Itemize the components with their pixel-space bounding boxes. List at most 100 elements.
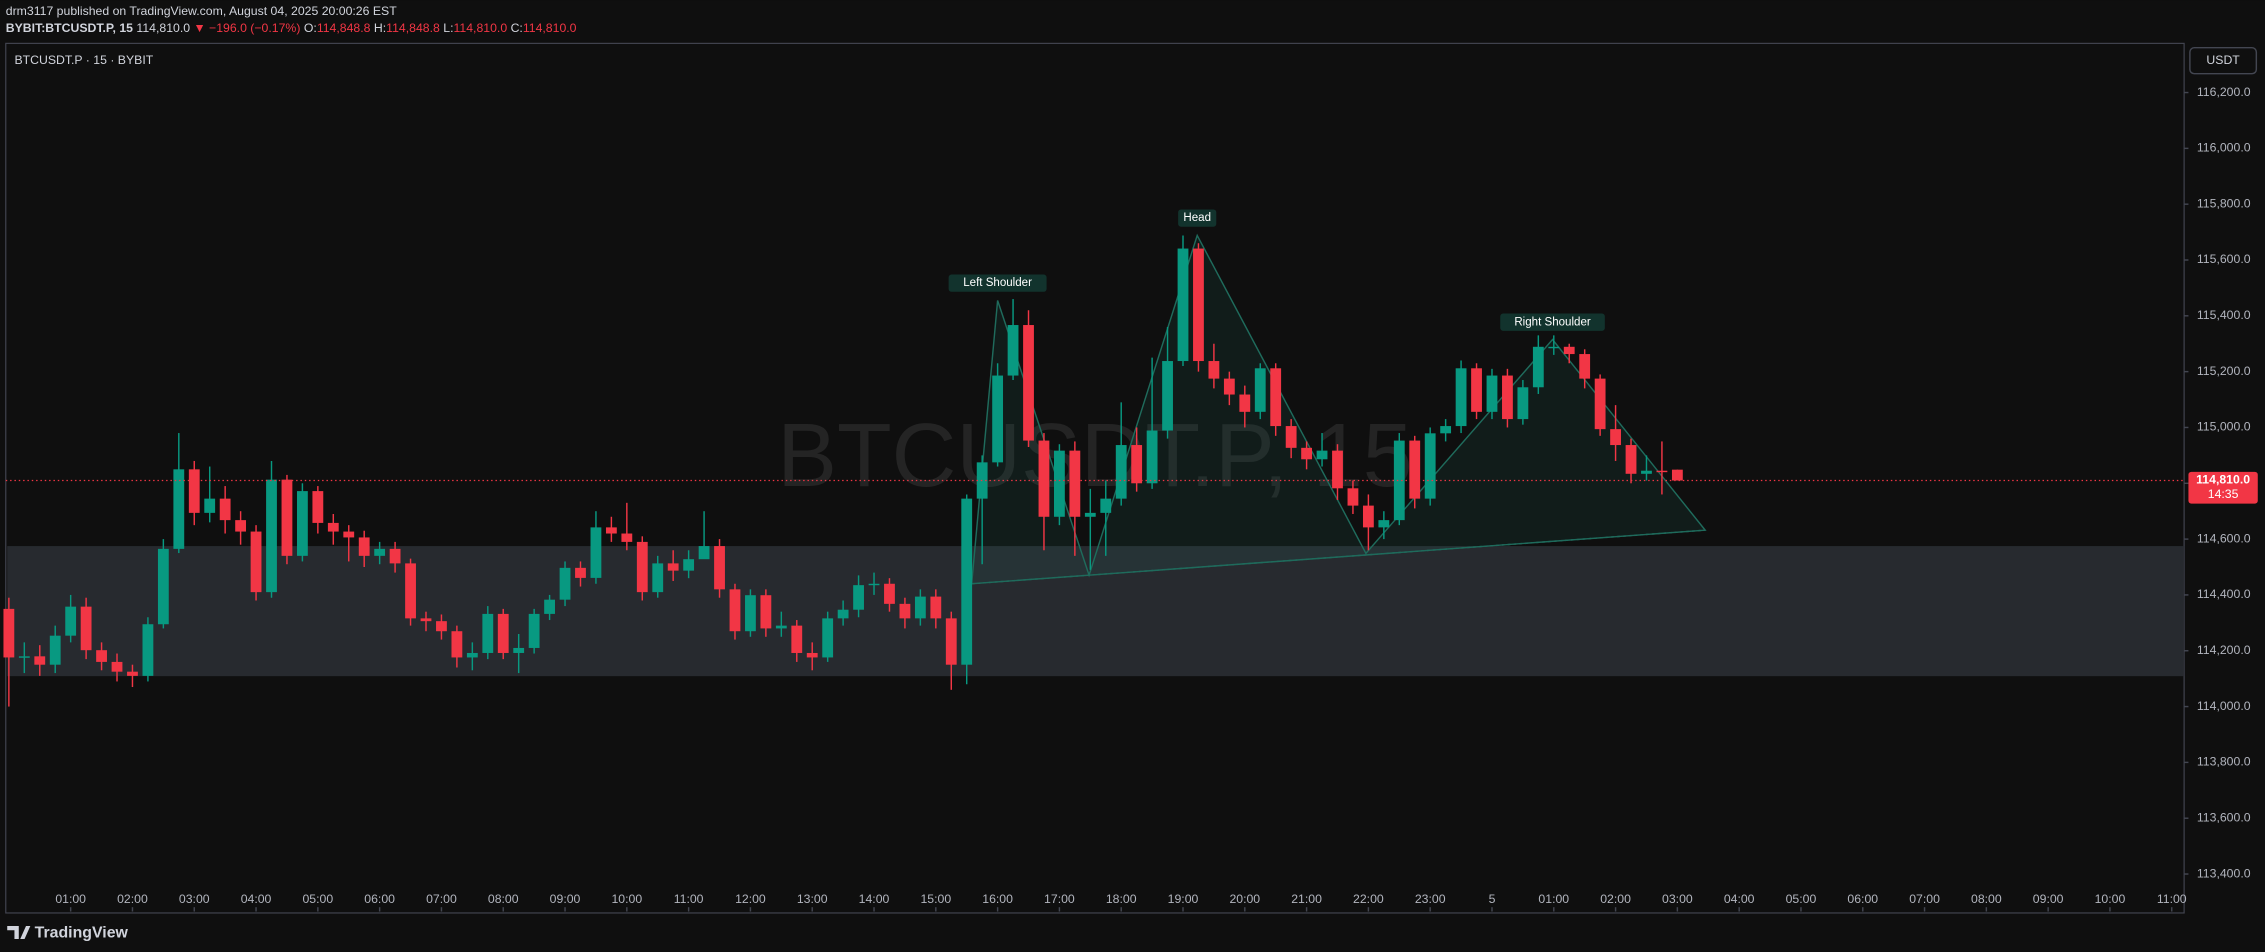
- candle-body: [65, 606, 77, 636]
- x-tick-label: 10:00: [611, 892, 642, 906]
- y-tick-label: 116,200.0: [2197, 85, 2251, 99]
- symbol: BYBIT:BTCUSDT.P, 15: [6, 21, 133, 35]
- candle-body: [683, 559, 695, 571]
- candle-body: [389, 548, 401, 564]
- candle-body: [930, 596, 942, 619]
- ohlc-key: O:: [304, 21, 317, 35]
- pattern-label: Left Shoulder: [963, 277, 1032, 289]
- symbol-info: BYBIT:BTCUSDT.P, 15 114,810.0 ▼ −196.0 (…: [6, 21, 577, 35]
- candle-body: [1517, 387, 1529, 420]
- x-tick-label: 05:00: [1786, 892, 1817, 906]
- candle-body: [327, 522, 339, 532]
- candle-body: [1162, 361, 1173, 431]
- ohlc-value: 114,848.8: [317, 21, 371, 35]
- publisher: drm3117 published on TradingView.com, Au…: [6, 4, 397, 18]
- candle-body: [1100, 498, 1112, 513]
- x-tick-label: 20:00: [1229, 892, 1260, 906]
- candle-body: [605, 527, 617, 534]
- countdown: 14:35: [2208, 487, 2239, 501]
- candle-body: [96, 650, 107, 662]
- candle-body: [621, 533, 633, 542]
- x-tick-label: 13:00: [797, 892, 828, 906]
- chart-legend: BTCUSDT.P · 15 · BYBIT: [14, 53, 153, 67]
- x-tick-label: 18:00: [1106, 892, 1137, 906]
- candle-body: [1440, 426, 1452, 434]
- candle-body: [436, 621, 447, 632]
- candle-body: [80, 606, 92, 651]
- x-tick-label: 15:00: [920, 892, 951, 906]
- candle-body: [1409, 440, 1421, 499]
- candle-body: [1656, 470, 1668, 473]
- candle-body: [1424, 433, 1436, 499]
- candle-body: [636, 541, 648, 593]
- ohlc-key: L:: [443, 21, 453, 35]
- candle-body: [18, 656, 30, 658]
- ohlc-value: 114,848.8: [386, 21, 440, 35]
- candle-body: [1069, 450, 1081, 517]
- candle-body: [914, 596, 926, 619]
- candle-body: [1362, 505, 1374, 528]
- x-tick-label: 09:00: [2033, 892, 2064, 906]
- y-tick-label: 113,400.0: [2197, 866, 2251, 880]
- candle-body: [420, 618, 432, 622]
- candle-body: [575, 567, 586, 578]
- x-tick-label: 21:00: [1291, 892, 1322, 906]
- pattern-label-box: [948, 274, 1047, 292]
- y-tick-label: 115,200.0: [2197, 364, 2251, 378]
- y-tick-label: 114,400.0: [2197, 587, 2251, 601]
- candle-body: [544, 599, 555, 614]
- brand: TradingView: [35, 924, 129, 941]
- candle-body: [513, 647, 525, 653]
- x-tick-label: 03:00: [1662, 892, 1693, 906]
- candle-body: [745, 595, 756, 632]
- candle-body: [1239, 394, 1251, 412]
- candle-body: [1625, 445, 1637, 474]
- candle-body: [250, 531, 262, 593]
- candle-body: [1393, 440, 1405, 521]
- candle-body: [1177, 248, 1189, 362]
- candle-body: [1641, 470, 1652, 474]
- candle-body: [1301, 447, 1313, 460]
- candle-body: [559, 567, 571, 600]
- x-tick-label: 01:00: [1538, 892, 1569, 906]
- candle-body: [358, 537, 370, 556]
- candle-body: [884, 583, 895, 604]
- x-tick-label: 02:00: [1600, 892, 1631, 906]
- currency[interactable]: USDT: [2206, 53, 2240, 67]
- candle-body: [1131, 445, 1143, 484]
- ohlc-key: H:: [374, 21, 386, 35]
- x-tick-label: 02:00: [117, 892, 148, 906]
- x-tick-label: 04:00: [1724, 892, 1755, 906]
- candle-body: [729, 589, 741, 632]
- candle-body: [775, 625, 787, 629]
- candle-body: [34, 656, 46, 665]
- candle-body: [1007, 325, 1019, 376]
- x-tick-label: 23:00: [1415, 892, 1446, 906]
- candle-body: [157, 548, 169, 625]
- y-tick-label: 115,000.0: [2197, 420, 2251, 434]
- candle-body: [374, 548, 386, 556]
- candle-body: [1023, 325, 1034, 441]
- candle-body: [1223, 378, 1235, 395]
- candle-body: [173, 469, 185, 549]
- pane-border: [5, 42, 2185, 914]
- candle-body: [1455, 368, 1467, 427]
- candle-body: [111, 661, 123, 672]
- y-tick-label: 115,800.0: [2197, 196, 2251, 210]
- x-tick-label: 01:00: [55, 892, 86, 906]
- last-price-box: [2188, 471, 2258, 504]
- symbol-line: BYBIT:BTCUSDT.P, 15 114,810.0 ▼ −196.0 (…: [6, 21, 577, 35]
- candle-body: [528, 613, 540, 648]
- x-tick-label: 17:00: [1044, 892, 1075, 906]
- candle-body: [945, 618, 957, 665]
- candle-body: [714, 546, 725, 590]
- candle-body: [1532, 346, 1544, 388]
- currency-button[interactable]: [2189, 46, 2258, 75]
- y-tick-label: 114,200.0: [2197, 643, 2251, 657]
- candle-body: [1146, 430, 1158, 484]
- x-tick-label: 22:00: [1353, 892, 1384, 906]
- candle-body: [49, 635, 61, 665]
- y-tick-label: 116,000.0: [2197, 141, 2251, 155]
- candle-body: [1316, 450, 1328, 460]
